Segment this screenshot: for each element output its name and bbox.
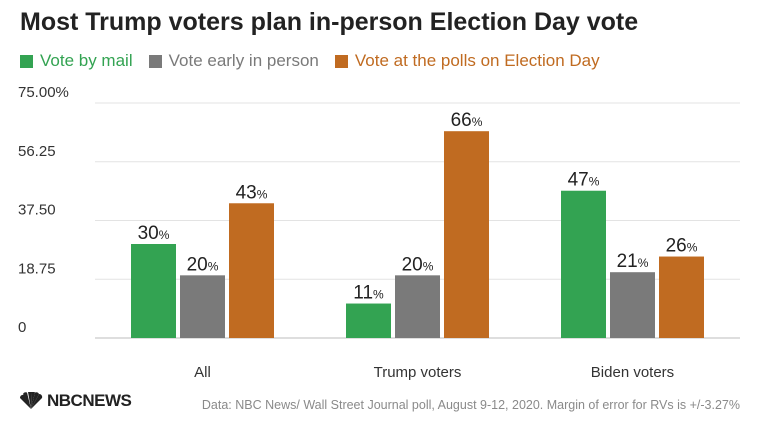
legend-item-mail: Vote by mail (20, 51, 133, 71)
data-label: 21% (617, 251, 649, 272)
legend: Vote by mail Vote early in person Vote a… (20, 51, 616, 71)
legend-swatch-early (148, 54, 162, 68)
data-label: 20% (187, 254, 219, 275)
bar (610, 272, 655, 338)
legend-label-mail: Vote by mail (40, 51, 133, 70)
data-label: 11% (353, 283, 384, 304)
y-tick-label: 75.00% (18, 84, 69, 101)
bar (229, 203, 274, 338)
data-label: 47% (568, 170, 600, 191)
bar-chart: 0 18.75 37.50 56.25 75.00% 30% 20% 43% All 11% 20%… (18, 84, 740, 381)
footer: NBCNEWS Data: NBC News/ Wall Street Jour… (0, 388, 760, 418)
legend-swatch-mail (20, 54, 33, 68)
logo-text: NBCNEWS (47, 391, 132, 410)
legend-item-polls: Vote at the polls on Election Day (334, 51, 600, 71)
bar (131, 244, 176, 338)
data-label: 43% (236, 182, 268, 203)
peacock-icon (19, 392, 43, 409)
bar (444, 131, 489, 338)
bar (659, 256, 704, 338)
source-note: Data: NBC News/ Wall Street Journal poll… (201, 398, 740, 412)
legend-swatch-polls (334, 54, 348, 68)
y-tick-label: 18.75 (18, 260, 56, 277)
bar (346, 303, 391, 338)
y-tick-label: 56.25 (18, 143, 56, 160)
bar (395, 275, 440, 338)
bar (561, 190, 606, 338)
x-tick-label: All (194, 364, 211, 381)
y-tick-label: 37.50 (18, 202, 56, 219)
data-label: 30% (138, 223, 170, 244)
nbc-news-logo: NBCNEWS (18, 391, 132, 411)
y-tick-label: 0 (18, 319, 26, 336)
legend-item-early: Vote early in person (148, 51, 319, 71)
data-label: 26% (666, 236, 698, 257)
legend-label-early: Vote early in person (168, 51, 319, 70)
data-label: 66% (451, 110, 483, 131)
data-label: 20% (402, 254, 434, 275)
x-tick-label: Trump voters (374, 364, 462, 381)
chart-title: Most Trump voters plan in-person Electio… (20, 8, 639, 36)
x-tick-label: Biden voters (591, 364, 674, 381)
bar (180, 275, 225, 338)
legend-label-polls: Vote at the polls on Election Day (354, 51, 600, 70)
